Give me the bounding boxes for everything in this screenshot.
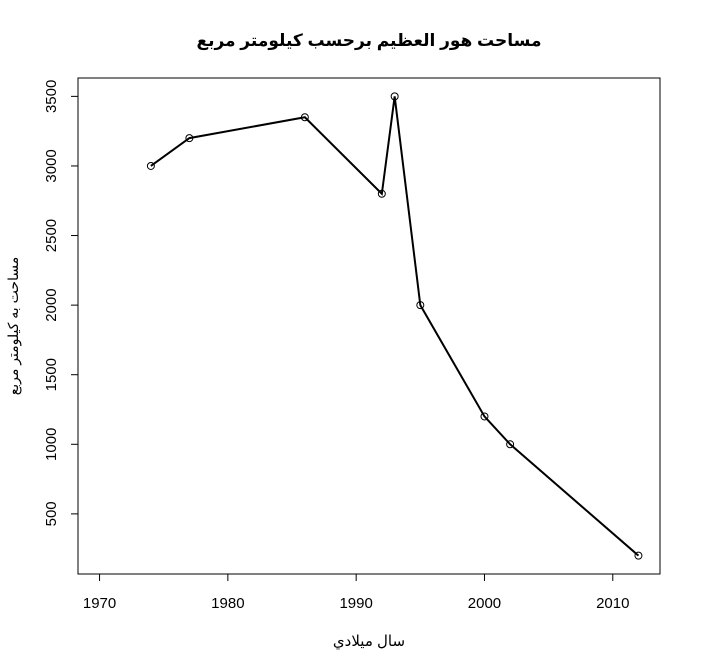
data-line (150, 96, 640, 557)
y-tick-label: 3000 (43, 149, 60, 182)
x-tick-label: 1990 (339, 595, 372, 612)
x-tick-label: 1980 (211, 595, 244, 612)
data-point (300, 113, 309, 122)
y-tick-label: 3500 (43, 80, 60, 113)
y-tick-label: 2500 (43, 219, 60, 252)
data-point (377, 189, 386, 198)
y-tick-label: 1000 (43, 428, 60, 461)
data-point (480, 412, 489, 421)
x-tick-label: 2010 (596, 595, 629, 612)
x-tick-label: 2000 (468, 595, 501, 612)
y-axis-label: مساحت به كيلومتر مربع (5, 257, 22, 396)
x-tick-label: 1970 (83, 595, 116, 612)
y-tick-label: 2000 (43, 288, 60, 321)
data-point (390, 92, 399, 101)
data-point (146, 161, 155, 170)
y-tick-label: 500 (43, 501, 60, 526)
data-point (506, 440, 515, 449)
x-axis-label: سال ميلادي (333, 633, 405, 651)
data-point (185, 134, 194, 143)
data-point (634, 551, 643, 560)
data-point (416, 301, 425, 310)
chart-title: مساحت هور العظيم برحسب كيلومتر مربع (196, 31, 541, 51)
y-tick-label: 1500 (43, 358, 60, 391)
